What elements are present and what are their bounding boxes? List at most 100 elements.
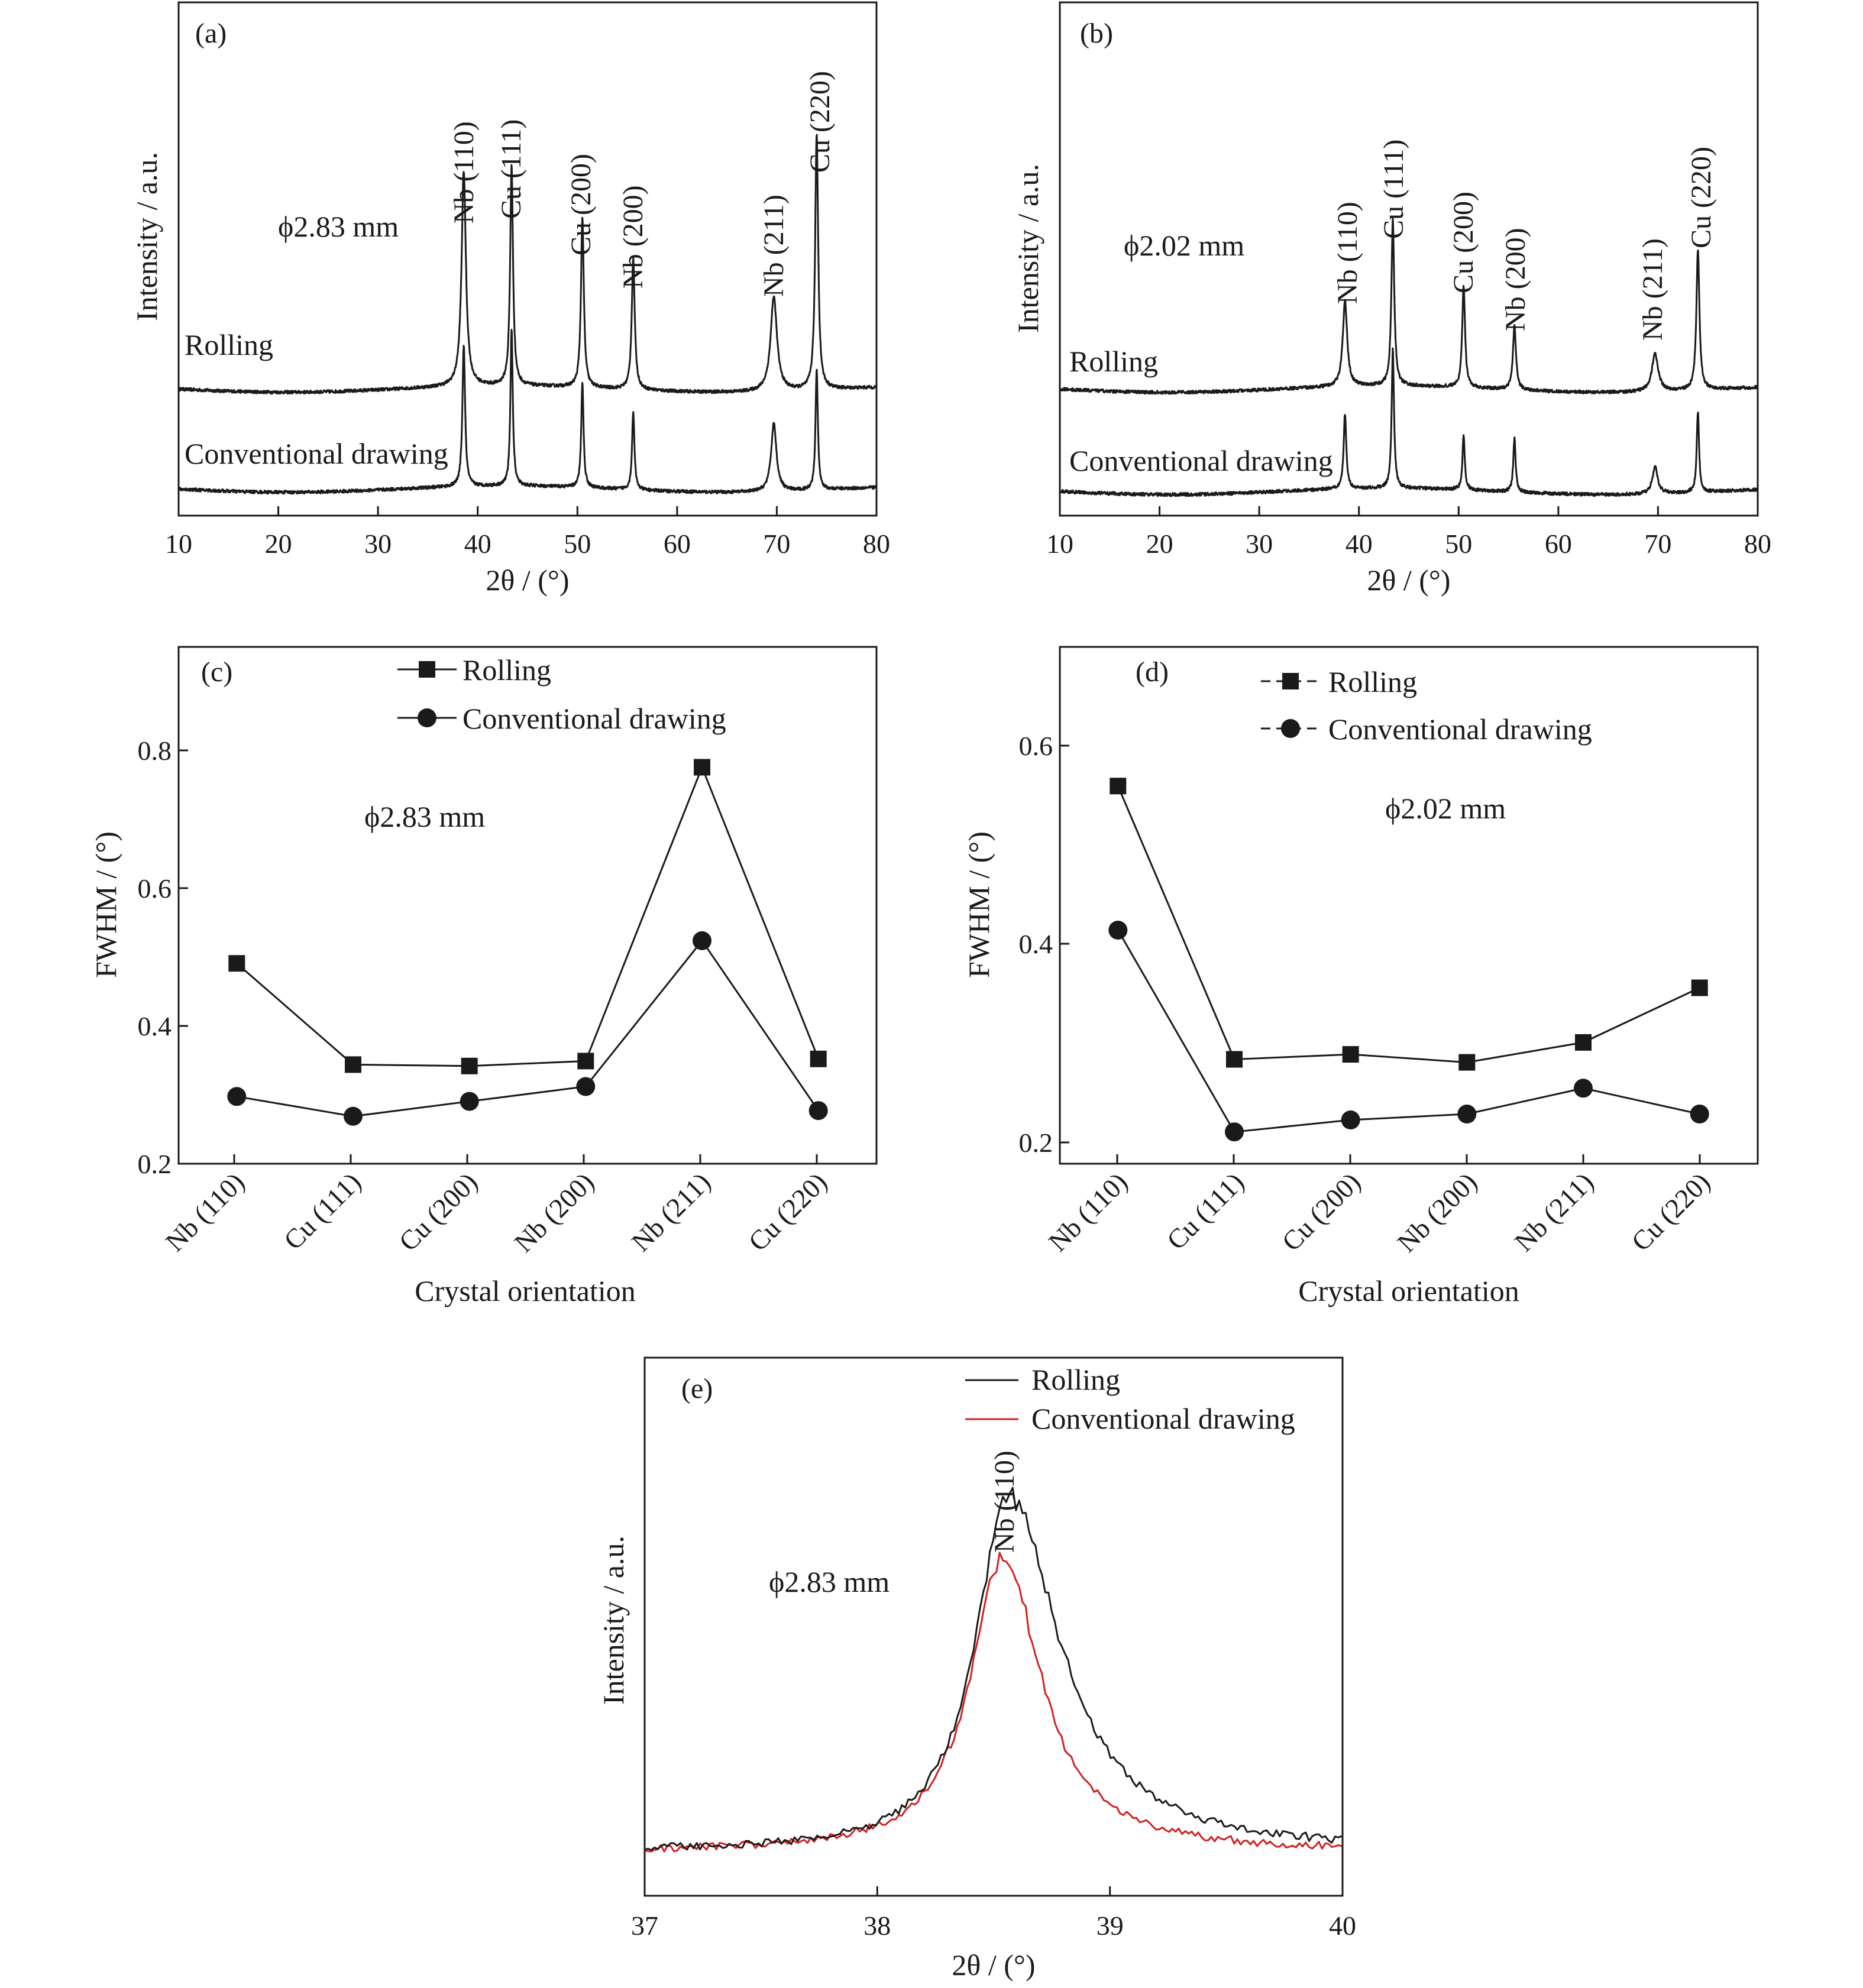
x-axis-title-b: 2θ / (°)	[1367, 564, 1450, 597]
plot-frame-e	[643, 1356, 1344, 1897]
panel-label-c: (c)	[201, 656, 232, 688]
x-axis-title-d: Crystal orientation	[1298, 1274, 1519, 1307]
peak-label-a-nb211: Nb (211)	[758, 195, 790, 297]
x-axis-d: Nb (110) Cu (111) Cu (200) Nb (200) Nb (…	[1043, 1154, 1716, 1258]
y-axis-title-a: Intensity / a.u.	[130, 152, 163, 321]
x-tick-label-a-70: 70	[763, 529, 790, 559]
series-d-rolling	[1110, 778, 1708, 1071]
y-tick-label-c-04: 0.4	[138, 1011, 172, 1041]
data-point-c-1-2	[460, 1092, 479, 1111]
series-label-b-conventional: Conventional drawing	[1069, 444, 1333, 477]
y-tick-label-c-06: 0.6	[138, 873, 172, 904]
x-tick-label-a-10: 10	[165, 529, 192, 559]
series-c-conventional	[227, 931, 828, 1126]
series-line-c-1	[237, 939, 819, 1118]
pattern-line-b-rolling	[1059, 218, 1759, 395]
peak-label-b-nb200: Nb (200)	[1500, 228, 1531, 331]
pattern-line-e-conventional	[644, 1552, 1342, 1853]
data-point-d-1-2	[1341, 1110, 1360, 1129]
x-axis-e: 37 38 39 40	[631, 1886, 1356, 1941]
data-point-c-1-0	[227, 1087, 247, 1106]
peak-labels-b: Nb (110) Cu (111) Cu (200) Nb (200) Nb (…	[1332, 140, 1717, 341]
y-axis-d: 0.2 0.4 0.6	[1019, 731, 1069, 1158]
data-point-c-1-5	[808, 1101, 828, 1121]
x-tick-label-d-1: Nb (110)	[1043, 1167, 1133, 1257]
data-point-d-1-3	[1457, 1105, 1477, 1123]
peak-labels-a: Nb (110) Cu (111) Cu (200) Nb (200) Nb (…	[448, 71, 836, 297]
series-label-a-conventional: Conventional drawing	[185, 437, 448, 470]
x-axis-a: 10 20 30 40 50 60 70 80	[165, 506, 890, 559]
legend-label-d-conventional: Conventional drawing	[1328, 713, 1592, 746]
x-tick-label-e-40: 40	[1329, 1911, 1356, 1941]
x-tick-label-c-5: Nb (211)	[626, 1167, 716, 1257]
pattern-line-a-rolling	[177, 134, 878, 395]
x-tick-label-b-30: 30	[1246, 529, 1273, 559]
legend-label-e-rolling: Rolling	[1031, 1363, 1120, 1396]
x-axis-b: 10 20 30 40 50 60 70 80	[1046, 506, 1771, 559]
panel-a: (a) ϕ2.83 mm Rolling Conventional drawin…	[130, 1, 890, 597]
x-tick-label-a-50: 50	[564, 529, 591, 559]
x-tick-label-c-6: Cu (220)	[742, 1167, 833, 1257]
data-point-d-0-1	[1226, 1051, 1243, 1068]
y-tick-label-c-02: 0.2	[138, 1149, 172, 1179]
series-line-d-0	[1117, 785, 1700, 1064]
data-point-d-0-4	[1575, 1034, 1592, 1051]
peak-label-b-cu200: Cu (200)	[1448, 192, 1479, 293]
data-point-d-0-5	[1691, 979, 1708, 996]
annotation-b: ϕ2.02 mm	[1124, 229, 1244, 262]
legend-c: Rolling Conventional drawing	[397, 653, 726, 735]
y-axis-title-c: FWHM / (°)	[89, 831, 122, 978]
panel-label-b: (b)	[1080, 18, 1113, 49]
y-axis-title-e: Intensity / a.u.	[597, 1536, 630, 1705]
data-point-d-1-1	[1225, 1122, 1244, 1142]
plot-frame-c	[177, 646, 878, 1165]
data-point-c-0-5	[810, 1050, 827, 1067]
x-axis-c: Nb (110) Cu (111) Cu (200) Nb (200) Nb (…	[160, 1154, 833, 1258]
legend-label-e-conventional: Conventional drawing	[1031, 1402, 1295, 1435]
series-c-rolling	[228, 759, 827, 1074]
series-d-conventional	[1108, 921, 1709, 1142]
legend-e: Rolling Conventional drawing	[965, 1363, 1295, 1435]
y-axis-title-d: FWHM / (°)	[962, 831, 995, 978]
legend-marker-d-conventional	[1281, 719, 1300, 738]
data-point-c-1-4	[693, 931, 711, 950]
data-point-d-0-3	[1458, 1054, 1476, 1071]
pattern-line-a-conventional	[178, 329, 877, 495]
y-tick-label-d-04: 0.4	[1019, 929, 1053, 959]
x-tick-label-b-10: 10	[1046, 529, 1073, 559]
x-axis-title-a: 2θ / (°)	[486, 564, 569, 597]
panel-c: (c) ϕ2.83 mm Rolling Conventional drawin…	[89, 646, 878, 1307]
data-point-c-1-1	[344, 1106, 363, 1126]
panel-e: (e) ϕ2.83 mm Nb (110) Rolling Convention…	[597, 1356, 1356, 1981]
legend-label-c-conventional: Conventional drawing	[462, 702, 726, 735]
legend-label-d-rolling: Rolling	[1328, 665, 1417, 698]
x-tick-label-a-20: 20	[265, 529, 292, 559]
legend-label-c-rolling: Rolling	[462, 653, 551, 687]
y-tick-label-d-06: 0.6	[1019, 731, 1053, 761]
data-point-c-1-3	[576, 1077, 596, 1096]
x-tick-label-d-6: Cu (220)	[1625, 1167, 1716, 1257]
series-label-a-rolling: Rolling	[185, 328, 273, 361]
x-tick-label-b-70: 70	[1644, 529, 1671, 559]
panel-d: (d) ϕ2.02 mm Rolling Conventional drawin…	[962, 646, 1759, 1307]
legend-marker-d-rolling	[1282, 673, 1299, 689]
x-tick-label-e-39: 39	[1097, 1911, 1124, 1941]
x-tick-label-e-38: 38	[863, 1911, 891, 1941]
x-tick-label-a-60: 60	[664, 529, 691, 559]
plot-frame-b	[1059, 1, 1759, 517]
x-tick-label-d-5: Nb (211)	[1509, 1167, 1599, 1257]
x-tick-label-b-20: 20	[1146, 529, 1173, 559]
x-tick-label-c-1: Nb (110)	[160, 1167, 250, 1257]
x-tick-label-b-50: 50	[1445, 529, 1472, 559]
peak-label-a-cu220: Cu (220)	[804, 71, 836, 173]
x-axis-title-e: 2θ / (°)	[952, 1948, 1035, 1981]
legend-marker-c-conventional	[418, 708, 436, 727]
pattern-line-b-conventional	[1059, 347, 1759, 497]
x-tick-label-a-40: 40	[464, 529, 491, 559]
data-point-c-0-4	[694, 759, 710, 776]
panel-label-a: (a)	[195, 18, 227, 49]
panel-label-e: (e)	[681, 1373, 713, 1404]
data-point-c-0-2	[461, 1057, 478, 1074]
x-tick-label-d-4: Nb (200)	[1392, 1167, 1483, 1258]
